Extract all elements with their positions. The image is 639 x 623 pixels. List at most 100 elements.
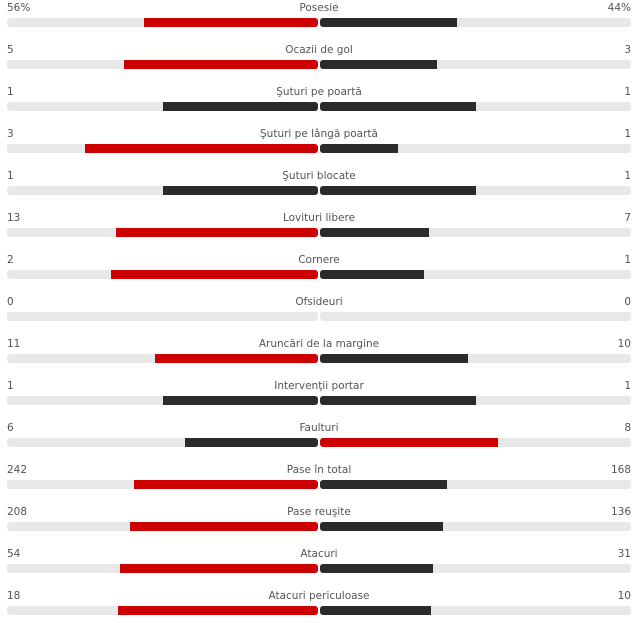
away-bar-fill — [320, 480, 448, 489]
home-value: 56% — [7, 2, 31, 14]
away-bar-fill — [320, 564, 434, 573]
stat-row: 13 Lovituri libere 7 — [7, 210, 631, 240]
away-bar-track — [320, 354, 631, 363]
away-bar-track — [320, 606, 631, 615]
stat-label: Intervenţii portar — [274, 380, 364, 392]
stat-label: Şuturi pe lângă poartă — [260, 128, 378, 140]
home-bar-track — [7, 228, 318, 237]
home-bar-track — [7, 270, 318, 279]
stat-row: 0 Ofsideuri 0 — [7, 294, 631, 324]
away-bar-fill — [320, 102, 476, 111]
home-value: 6 — [7, 422, 14, 434]
stat-row: 2 Cornere 1 — [7, 252, 631, 282]
away-value: 10 — [617, 590, 631, 602]
away-value: 7 — [624, 212, 631, 224]
away-bar-fill — [320, 270, 424, 279]
home-bar-fill — [162, 396, 318, 405]
stat-row: 208 Pase reuşite 136 — [7, 504, 631, 534]
home-bar-fill — [123, 60, 318, 69]
away-value: 8 — [624, 422, 631, 434]
stat-label: Şuturi blocate — [282, 170, 356, 182]
home-bar-track — [7, 396, 318, 405]
home-value: 5 — [7, 44, 14, 56]
home-value: 242 — [7, 464, 28, 476]
stat-row: 11 Aruncări de la margine 10 — [7, 336, 631, 366]
home-value: 208 — [7, 506, 28, 518]
home-bar-track — [7, 522, 318, 531]
away-bar-track — [320, 270, 631, 279]
home-value: 0 — [7, 296, 14, 308]
away-bar-track — [320, 480, 631, 489]
home-bar-track — [7, 480, 318, 489]
home-value: 1 — [7, 170, 14, 182]
away-value: 0 — [624, 296, 631, 308]
home-bar-track — [7, 564, 318, 573]
stat-row: 54 Atacuri 31 — [7, 546, 631, 576]
away-bar-track — [320, 144, 631, 153]
stat-row: 3 Şuturi pe lângă poartă 1 — [7, 126, 631, 156]
stat-row: 6 Faulturi 8 — [7, 420, 631, 450]
home-bar-track — [7, 606, 318, 615]
stat-label: Şuturi pe poartă — [276, 86, 362, 98]
away-bar-fill — [320, 438, 498, 447]
away-bar-fill — [320, 186, 476, 195]
away-value: 136 — [610, 506, 631, 518]
stat-row: 1 Şuturi pe poartă 1 — [7, 84, 631, 114]
home-bar-track — [7, 102, 318, 111]
stat-label: Aruncări de la margine — [258, 338, 380, 350]
stat-label: Pase reuşite — [287, 506, 351, 518]
home-bar-fill — [134, 480, 318, 489]
away-value: 3 — [624, 44, 631, 56]
home-value: 2 — [7, 254, 14, 266]
away-value: 1 — [624, 380, 631, 392]
home-bar-fill — [155, 354, 318, 363]
away-bar-track — [320, 396, 631, 405]
away-bar-fill — [320, 354, 469, 363]
away-bar-track — [320, 228, 631, 237]
home-value: 1 — [7, 380, 14, 392]
away-bar-track — [320, 312, 631, 321]
stat-row: 1 Şuturi blocate 1 — [7, 168, 631, 198]
stat-label: Posesie — [299, 2, 339, 14]
stat-label: Faulturi — [299, 422, 339, 434]
home-bar-fill — [115, 228, 318, 237]
away-value: 10 — [617, 338, 631, 350]
away-value: 168 — [610, 464, 631, 476]
away-bar-track — [320, 186, 631, 195]
home-bar-track — [7, 18, 318, 27]
home-value: 54 — [7, 548, 21, 560]
away-bar-track — [320, 522, 631, 531]
home-bar-fill — [162, 186, 318, 195]
away-value: 1 — [624, 170, 631, 182]
stat-row: 56% Posesie 44% — [7, 0, 631, 30]
stat-label: Ocazii de gol — [285, 44, 353, 56]
home-bar-track — [7, 312, 318, 321]
home-value: 11 — [7, 338, 21, 350]
stat-row: 5 Ocazii de gol 3 — [7, 42, 631, 72]
away-bar-fill — [320, 60, 437, 69]
home-bar-fill — [129, 522, 318, 531]
home-bar-track — [7, 60, 318, 69]
home-bar-track — [7, 186, 318, 195]
away-bar-fill — [320, 144, 398, 153]
away-bar-fill — [320, 228, 429, 237]
away-bar-fill — [320, 18, 457, 27]
home-bar-fill — [84, 144, 318, 153]
stat-label: Atacuri — [300, 548, 338, 560]
stat-label: Lovituri libere — [282, 212, 356, 224]
stat-label: Pase în total — [286, 464, 352, 476]
home-value: 3 — [7, 128, 14, 140]
away-bar-track — [320, 438, 631, 447]
away-bar-track — [320, 564, 631, 573]
away-value: 31 — [617, 548, 631, 560]
away-bar-fill — [320, 522, 443, 531]
home-bar-track — [7, 354, 318, 363]
home-value: 1 — [7, 86, 14, 98]
away-bar-track — [320, 60, 631, 69]
home-value: 13 — [7, 212, 21, 224]
stat-row: 1 Intervenţii portar 1 — [7, 378, 631, 408]
away-value: 1 — [624, 254, 631, 266]
home-bar-fill — [110, 270, 318, 279]
away-value: 1 — [624, 128, 631, 140]
away-bar-fill — [320, 606, 432, 615]
